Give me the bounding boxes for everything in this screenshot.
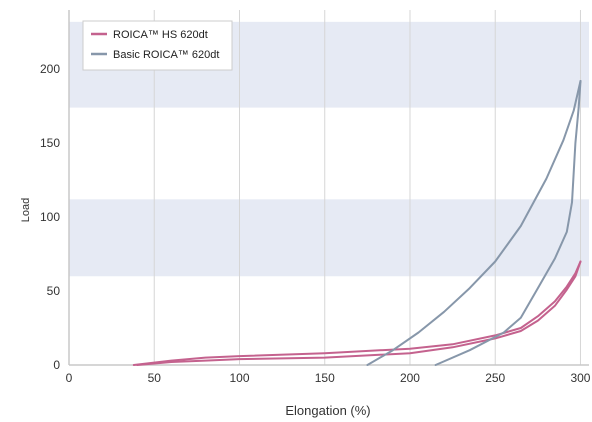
y-tick-labels: 0 50 100 150 200 [40, 62, 60, 372]
y-tick-label-50: 50 [47, 284, 61, 298]
y-axis-title: Load [20, 198, 32, 222]
x-tick-labels: 0 50 100 150 200 250 300 [66, 371, 591, 385]
legend: ROICA™ HS 620dt Basic ROICA™ 620dt [82, 20, 233, 71]
legend-label-roica-hs: ROICA™ HS 620dt [113, 29, 208, 41]
series-0-line-0 [132, 260, 582, 366]
x-tick-label-200: 200 [400, 371, 420, 385]
x-tick-label-300: 300 [570, 371, 590, 385]
x-tick-label-0: 0 [66, 371, 73, 385]
background-band-0 [69, 199, 589, 277]
series-1-line-0 [366, 80, 582, 366]
x-tick-label-250: 250 [485, 371, 505, 385]
x-tick-label-150: 150 [315, 371, 335, 385]
y-tick-label-150: 150 [40, 136, 60, 150]
y-tick-label-0: 0 [53, 358, 60, 372]
series-1-line-1 [434, 80, 582, 366]
x-tick-label-100: 100 [229, 371, 249, 385]
legend-box [82, 20, 233, 71]
y-tick-label-100: 100 [40, 210, 60, 224]
x-axis-title: Elongation (%) [285, 403, 370, 418]
y-tick-label-200: 200 [40, 62, 60, 76]
x-tick-label-50: 50 [148, 371, 162, 385]
series-lines [132, 80, 582, 366]
legend-label-basic-roica: Basic ROICA™ 620dt [113, 49, 219, 61]
series-0-line-1 [136, 260, 582, 366]
